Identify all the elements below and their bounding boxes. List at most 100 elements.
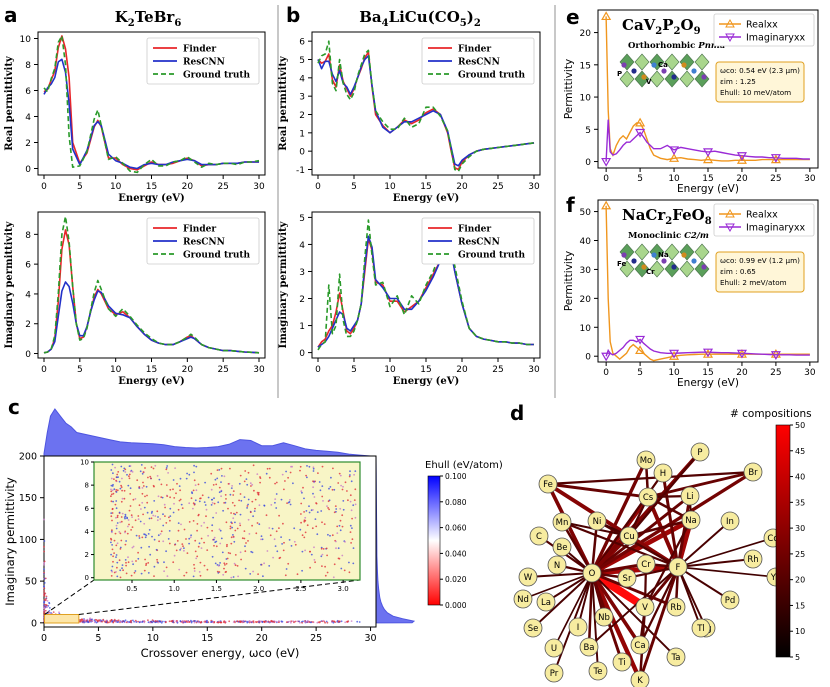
c-inset-point [135,560,137,562]
c-ytick-label-3: 150 [19,493,37,504]
e-structure-name: Orthorhombic [628,41,698,51]
c-inset-point [223,567,225,570]
c-inset-point [321,485,324,487]
a-real-xtick-label-6: 30 [253,182,265,192]
c-inset-point [162,513,164,516]
d-node-Ca [630,635,650,655]
c-inset-point [319,489,322,492]
c-inset-point [198,500,201,503]
d-node-Li [680,486,700,506]
c-inset-point [268,467,271,470]
c-inset-point [254,498,257,501]
e-real-marker-4 [736,155,747,164]
c-inset-point [278,514,280,517]
f-real-marker-0 [601,200,612,210]
c-inset-point [342,485,344,488]
c-scatter-point [322,619,325,622]
d-node-label-Rh: Rh [747,555,758,565]
c-inset-point [119,532,122,535]
c-inset-point [230,521,233,524]
c-inset-point [247,498,250,501]
d-node-Ti [612,652,632,672]
c-inset-point [330,476,332,479]
c-inset-point [190,497,193,500]
c-scatter-point [44,609,47,612]
c-scatter-point [181,621,184,623]
f-ytick-label-0: 0 [585,353,591,363]
c-inset-point [257,491,260,494]
c-inset-point [121,564,124,566]
c-inset-point [129,470,132,473]
a-real-ytick-label-2: 4 [25,113,31,123]
d-node-label-I: I [577,623,580,633]
c-scatter-point [242,619,245,622]
c-scatter-point [43,540,46,542]
c-inset-point [210,472,213,475]
c-inset-point [262,575,264,578]
c-inset-point [227,552,230,554]
c-scatter-point [239,620,242,623]
c-inset-point [153,538,156,541]
c-scatter-point [302,620,304,623]
c-inset-point [110,512,113,514]
c-inset-point [222,573,225,576]
c-inset-point [348,561,350,564]
d-node-In [720,511,740,531]
c-inset-point [230,576,233,579]
c-colorbar-tick-label-0: 0.000 [445,601,467,610]
b-imag-xtick-label-5: 25 [492,365,503,375]
c-inset-point [204,481,207,484]
c-scatter-point [160,621,163,624]
f-atom [621,252,627,258]
c-inset-point [300,521,302,524]
c-scatter-point [44,599,47,602]
e-imag-marker-4 [736,152,747,161]
c-inset-point [160,496,163,498]
c-inset-point [127,525,129,528]
c-inset-point [350,542,352,544]
f-atom-label-1: Na [658,251,669,259]
c-scatter-point [120,620,122,623]
c-inset-point [250,485,252,487]
c-scatter-point [111,621,113,623]
c-scatter-point [241,621,244,624]
c-inset-point [120,520,123,523]
c-inset-point [194,484,197,486]
c-zoom-connector-left [44,579,95,615]
f-xtick-label-4: 20 [736,368,748,378]
e-title-part: O [681,16,694,34]
c-inset-point [193,567,196,570]
a-imag-series-2 [43,215,260,354]
f-atom [651,252,657,258]
d-edge-F-Yb [677,566,777,578]
c-scatter-point [164,621,167,623]
c-xtick-label-0: 0 [41,633,47,644]
c-inset-point [178,485,181,487]
c-scatter-point [147,621,150,624]
d-edge-O-Nd [522,572,593,600]
c-inset-point [147,562,150,564]
d-node-label-W: W [524,573,533,583]
c-scatter-point [82,620,85,623]
c-inset-point [219,562,222,564]
c-inset-point [121,512,124,515]
c-inset-point [112,483,114,486]
c-inset-point [165,522,168,524]
d-node-Nd [513,589,533,609]
f-crystal-structure: Fe Na Cr [617,243,710,278]
c-inset-point [124,543,127,546]
f-octahedron [619,243,635,261]
c-inset-point [158,540,161,543]
c-inset-point [287,476,289,479]
c-inset-point [129,493,132,495]
c-inset-point [282,549,285,552]
a-real-xtick-label-3: 15 [146,182,157,192]
f-structure-name: Monoclinic [628,231,684,241]
c-inset-point [275,481,278,484]
c-inset-point [110,575,113,577]
c-inset-point [144,495,146,498]
c-scatter-point [200,621,202,624]
c-inset-point [216,570,219,573]
